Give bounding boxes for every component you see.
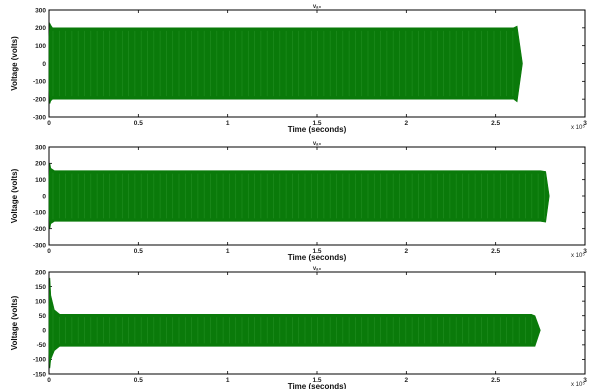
plot-3-title: vₐ₀ xyxy=(313,266,322,272)
plot-1-x-exponent: x 10⁵ xyxy=(571,124,585,131)
plot-1-xtick-label: 3 xyxy=(583,120,587,127)
plot-1-xtick-label: 1 xyxy=(226,120,230,127)
plot-2-xtick-label: 1 xyxy=(226,248,230,255)
plot-2-ytick-label: 200 xyxy=(35,161,46,168)
plot-3-xtick-label: 0.5 xyxy=(134,377,143,384)
plot-2-xlabel: Time (seconds) xyxy=(288,253,347,262)
plot-3-x-exponent: x 10⁵ xyxy=(571,381,585,388)
plot-3-ytick-label: -100 xyxy=(33,357,46,364)
plot-1-ytick-label: -100 xyxy=(33,79,46,86)
plot-2-title: vₐ₀ xyxy=(313,141,322,147)
plot-1-ytick-label: 200 xyxy=(35,25,46,32)
plot-1-ytick-label: 100 xyxy=(35,43,46,50)
plot-3-ytick-label: 150 xyxy=(35,284,46,291)
plot-3-xtick-label: 3 xyxy=(583,377,587,384)
plot-1-xtick-label: 2.5 xyxy=(491,120,500,127)
plot-2-ytick-label: -300 xyxy=(33,242,46,249)
plot-3-xtick-label: 2.5 xyxy=(491,377,500,384)
plot-3-ytick-label: -50 xyxy=(37,342,47,349)
plot-3-ytick-label: 100 xyxy=(35,298,46,305)
plot-2-x-exponent: x 10⁵ xyxy=(571,252,585,259)
plot-3-ytick-label: 200 xyxy=(35,269,46,276)
plot-3-ytick-label: 50 xyxy=(39,313,47,320)
plot-1-xtick-label: 2 xyxy=(405,120,409,127)
plot-3-ytick-label: 0 xyxy=(42,328,46,335)
plot-2-xtick-label: 2 xyxy=(405,248,409,255)
plot-2-xtick-label: 0.5 xyxy=(134,248,143,255)
plot-3-ytick-label: -150 xyxy=(33,371,46,378)
plot-2-ytick-label: 300 xyxy=(35,144,46,151)
plot-3-xtick-label: 2 xyxy=(405,377,409,384)
plot-1-series-1-envelope xyxy=(48,22,523,104)
plot-1-title: vₐ₀ xyxy=(313,4,322,10)
plot-2-xtick-label: 3 xyxy=(583,248,587,255)
plot-1-ytick-label: -200 xyxy=(33,96,46,103)
plot-1-ytick-label: -300 xyxy=(33,114,46,121)
plot-2-ylabel: Voltage (volts) xyxy=(10,168,19,223)
plot-2-ytick-label: 100 xyxy=(35,177,46,184)
plot-1-ytick-label: 300 xyxy=(35,7,46,14)
plot-2-xtick-label: 0 xyxy=(47,248,51,255)
plot-2-ytick-label: 0 xyxy=(42,193,46,200)
plot-2-xtick-label: 2.5 xyxy=(491,248,500,255)
plot-3-xtick-label: 1.5 xyxy=(312,377,321,384)
plot-2-xtick-label: 1.5 xyxy=(312,248,321,255)
plot-1-xtick-label: 1.5 xyxy=(312,120,321,127)
plot-3-series-1-envelope xyxy=(48,277,541,369)
plot-3-xtick-label: 1 xyxy=(226,377,230,384)
plot-3-xtick-label: 0 xyxy=(47,377,51,384)
plot-1-xlabel: Time (seconds) xyxy=(288,125,347,134)
plot-1-ytick-label: 0 xyxy=(42,61,46,68)
plot-1-xtick-label: 0 xyxy=(47,120,51,127)
plot-2-ytick-label: -100 xyxy=(33,210,46,217)
plot-2-ytick-label: -200 xyxy=(33,226,46,233)
plot-1-ylabel: Voltage (volts) xyxy=(10,36,19,91)
plot-1-xtick-label: 0.5 xyxy=(134,120,143,127)
plot-2-series-1-envelope xyxy=(48,163,550,229)
plot-3-ylabel: Voltage (volts) xyxy=(10,295,19,350)
plot-3-xlabel: Time (seconds) xyxy=(288,382,347,389)
